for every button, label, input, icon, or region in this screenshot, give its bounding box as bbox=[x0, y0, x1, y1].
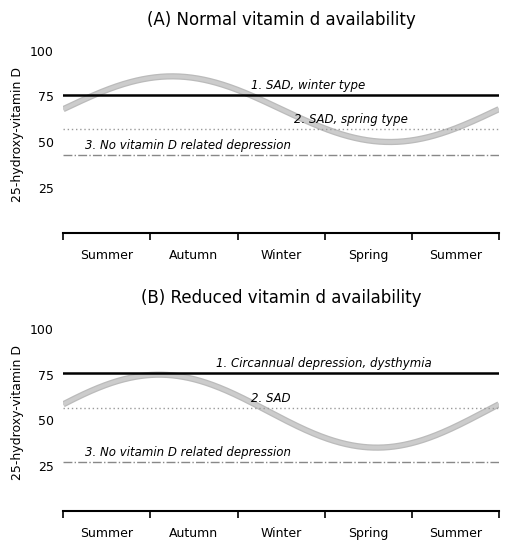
Title: (A) Normal vitamin d availability: (A) Normal vitamin d availability bbox=[147, 11, 415, 29]
Text: 2. SAD: 2. SAD bbox=[250, 392, 290, 405]
Y-axis label: 25-hydroxy-vitamin D: 25-hydroxy-vitamin D bbox=[11, 345, 24, 480]
Text: Summer: Summer bbox=[428, 249, 481, 262]
Text: 3. No vitamin D related depression: 3. No vitamin D related depression bbox=[85, 446, 291, 460]
Text: Winter: Winter bbox=[260, 527, 301, 540]
Text: Summer: Summer bbox=[80, 249, 133, 262]
Text: 1. Circannual depression, dysthymia: 1. Circannual depression, dysthymia bbox=[215, 357, 431, 370]
Text: 1. SAD, winter type: 1. SAD, winter type bbox=[250, 79, 364, 92]
Text: Spring: Spring bbox=[347, 249, 388, 262]
Title: (B) Reduced vitamin d availability: (B) Reduced vitamin d availability bbox=[140, 289, 420, 307]
Text: 3. No vitamin D related depression: 3. No vitamin D related depression bbox=[85, 139, 291, 152]
Text: Spring: Spring bbox=[347, 527, 388, 540]
Text: Autumn: Autumn bbox=[169, 527, 218, 540]
Text: Winter: Winter bbox=[260, 249, 301, 262]
Text: Summer: Summer bbox=[80, 527, 133, 540]
Y-axis label: 25-hydroxy-vitamin D: 25-hydroxy-vitamin D bbox=[11, 67, 24, 202]
Text: Autumn: Autumn bbox=[169, 249, 218, 262]
Text: 2. SAD, spring type: 2. SAD, spring type bbox=[294, 114, 407, 127]
Text: Summer: Summer bbox=[428, 527, 481, 540]
